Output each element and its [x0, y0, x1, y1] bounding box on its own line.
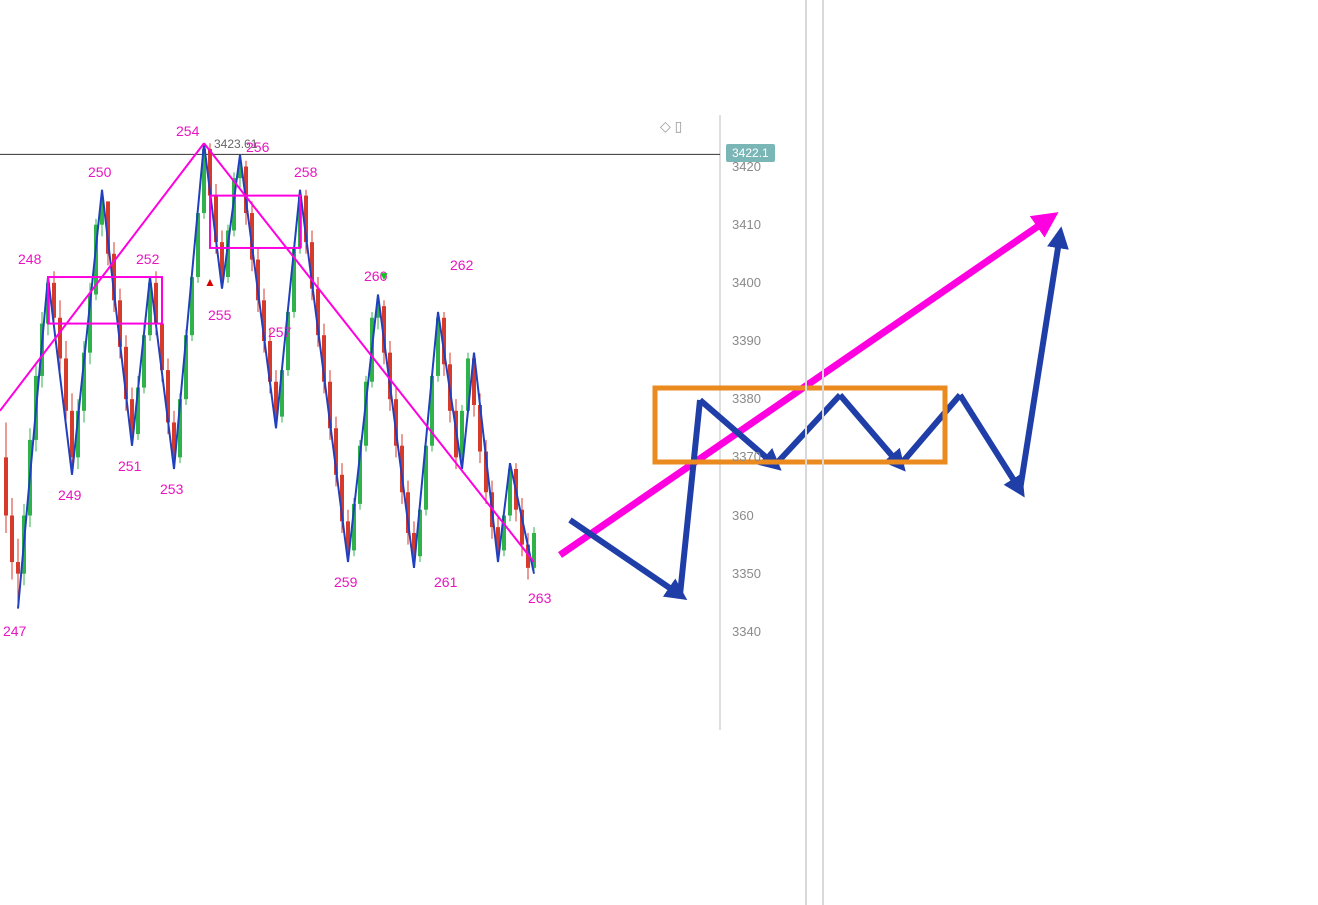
signal-down-icon: ▼: [378, 269, 390, 283]
wave-label-255: 255: [208, 307, 231, 323]
y-tick-3340: 3340: [732, 624, 761, 639]
wave-label-247: 247: [3, 623, 26, 639]
chart-toolbar[interactable]: ◇ ▯: [660, 118, 682, 135]
stage: 3422.1 ◇ ▯ 3423.61 342034103400339033803…: [0, 0, 1318, 905]
wave-label-250: 250: [88, 164, 111, 180]
y-tick-3410: 3410: [732, 217, 761, 232]
square-icon[interactable]: ▯: [675, 118, 683, 134]
y-tick-3420: 3420: [732, 159, 761, 174]
vertical-divider-1: [805, 0, 807, 905]
wave-label-256: 256: [246, 139, 269, 155]
y-tick-3350: 3350: [732, 566, 761, 581]
wave-label-248: 248: [18, 251, 41, 267]
wave-label-262: 262: [450, 257, 473, 273]
y-tick-3390: 3390: [732, 333, 761, 348]
wave-label-252: 252: [136, 251, 159, 267]
y-tick-3370: 3370: [732, 449, 761, 464]
wave-label-261: 261: [434, 574, 457, 590]
wave-label-258: 258: [294, 164, 317, 180]
wave-label-259: 259: [334, 574, 357, 590]
y-tick-3400: 3400: [732, 275, 761, 290]
diamond-icon[interactable]: ◇: [660, 118, 671, 134]
wave-label-249: 249: [58, 487, 81, 503]
wave-label-251: 251: [118, 458, 141, 474]
wave-label-263: 263: [528, 590, 551, 606]
y-tick-3360: 360: [732, 508, 754, 523]
y-tick-3380: 3380: [732, 391, 761, 406]
vertical-divider-2: [822, 0, 824, 905]
wave-label-254: 254: [176, 123, 199, 139]
wave-label-253: 253: [160, 481, 183, 497]
signal-up-icon: ▲: [204, 275, 216, 289]
wave-label-257: 257: [268, 324, 291, 340]
